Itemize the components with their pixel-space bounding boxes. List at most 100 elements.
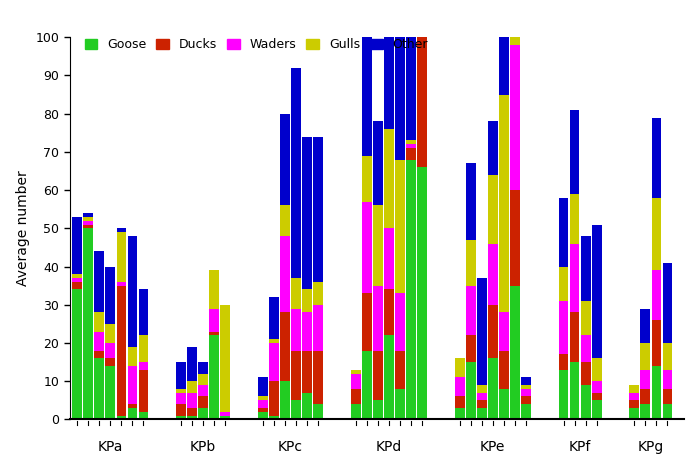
Bar bbox=[384, 336, 394, 419]
Bar bbox=[280, 206, 290, 236]
Bar bbox=[94, 350, 104, 358]
Bar bbox=[209, 331, 219, 336]
Bar bbox=[187, 408, 197, 416]
Bar bbox=[351, 370, 361, 374]
Bar bbox=[651, 366, 661, 419]
Bar bbox=[510, 0, 520, 45]
Bar bbox=[570, 362, 579, 419]
Bar bbox=[139, 362, 149, 370]
Bar bbox=[662, 404, 672, 419]
Bar bbox=[455, 358, 464, 377]
Bar bbox=[117, 416, 126, 419]
Text: KPa: KPa bbox=[98, 440, 123, 454]
Bar bbox=[581, 385, 591, 419]
Bar bbox=[499, 0, 509, 95]
Bar bbox=[592, 225, 602, 358]
Bar bbox=[176, 416, 186, 419]
Text: KPc: KPc bbox=[278, 440, 303, 454]
Bar bbox=[176, 393, 186, 404]
Bar bbox=[362, 156, 371, 202]
Bar bbox=[280, 312, 290, 381]
Bar bbox=[521, 385, 531, 389]
Bar bbox=[198, 362, 208, 374]
Bar bbox=[198, 374, 208, 385]
Bar bbox=[313, 404, 323, 419]
Bar bbox=[313, 350, 323, 404]
Bar bbox=[313, 305, 323, 350]
Bar bbox=[558, 301, 568, 355]
Bar bbox=[198, 385, 208, 397]
Bar bbox=[558, 355, 568, 370]
Bar bbox=[630, 400, 639, 408]
Bar bbox=[384, 289, 394, 336]
Bar bbox=[570, 110, 579, 194]
Bar bbox=[641, 389, 651, 404]
Bar bbox=[558, 198, 568, 267]
Bar bbox=[258, 377, 268, 397]
Bar bbox=[198, 397, 208, 408]
Bar bbox=[570, 244, 579, 312]
Bar bbox=[406, 159, 416, 419]
Bar bbox=[221, 412, 230, 416]
Bar bbox=[651, 117, 661, 198]
Bar bbox=[630, 385, 639, 393]
Bar bbox=[139, 370, 149, 412]
Bar bbox=[209, 308, 219, 331]
Bar bbox=[117, 286, 126, 416]
Bar bbox=[269, 343, 279, 381]
Bar bbox=[395, 159, 405, 293]
Bar bbox=[395, 0, 405, 159]
Bar bbox=[176, 404, 186, 416]
Bar bbox=[466, 164, 475, 240]
Bar bbox=[630, 393, 639, 400]
Bar bbox=[466, 286, 475, 336]
Bar bbox=[139, 336, 149, 362]
Bar bbox=[641, 370, 651, 389]
Bar bbox=[73, 278, 82, 282]
Bar bbox=[128, 408, 138, 419]
Bar bbox=[258, 397, 268, 400]
Bar bbox=[641, 343, 651, 370]
Bar bbox=[117, 232, 126, 282]
Bar bbox=[362, 30, 371, 156]
Bar bbox=[477, 385, 487, 393]
Bar bbox=[176, 362, 186, 389]
Bar bbox=[291, 68, 301, 278]
Bar bbox=[291, 278, 301, 308]
Bar bbox=[83, 217, 93, 221]
Text: KPe: KPe bbox=[480, 440, 505, 454]
Bar bbox=[362, 202, 371, 293]
Bar bbox=[455, 408, 464, 419]
Bar bbox=[641, 404, 651, 419]
Bar bbox=[477, 400, 487, 408]
Bar bbox=[466, 336, 475, 362]
Bar bbox=[384, 129, 394, 228]
Bar bbox=[83, 213, 93, 217]
Bar bbox=[510, 286, 520, 419]
Bar bbox=[395, 293, 405, 350]
Bar bbox=[521, 404, 531, 419]
Bar bbox=[176, 389, 186, 393]
Bar bbox=[291, 308, 301, 350]
Text: KPf: KPf bbox=[569, 440, 591, 454]
Bar bbox=[477, 278, 487, 385]
Bar bbox=[362, 350, 371, 419]
Bar bbox=[499, 350, 509, 389]
Bar bbox=[384, 228, 394, 289]
Bar bbox=[521, 389, 531, 397]
Bar bbox=[187, 347, 197, 381]
Bar bbox=[570, 194, 579, 244]
Bar bbox=[521, 377, 531, 385]
Bar bbox=[417, 0, 427, 167]
Bar bbox=[105, 343, 115, 358]
Bar bbox=[198, 408, 208, 419]
Text: KPd: KPd bbox=[376, 440, 402, 454]
Bar bbox=[291, 400, 301, 419]
Bar bbox=[94, 312, 104, 331]
Bar bbox=[269, 297, 279, 339]
Bar bbox=[362, 293, 371, 350]
Bar bbox=[499, 95, 509, 312]
Bar bbox=[105, 366, 115, 419]
Bar bbox=[94, 358, 104, 419]
Bar bbox=[351, 404, 361, 419]
